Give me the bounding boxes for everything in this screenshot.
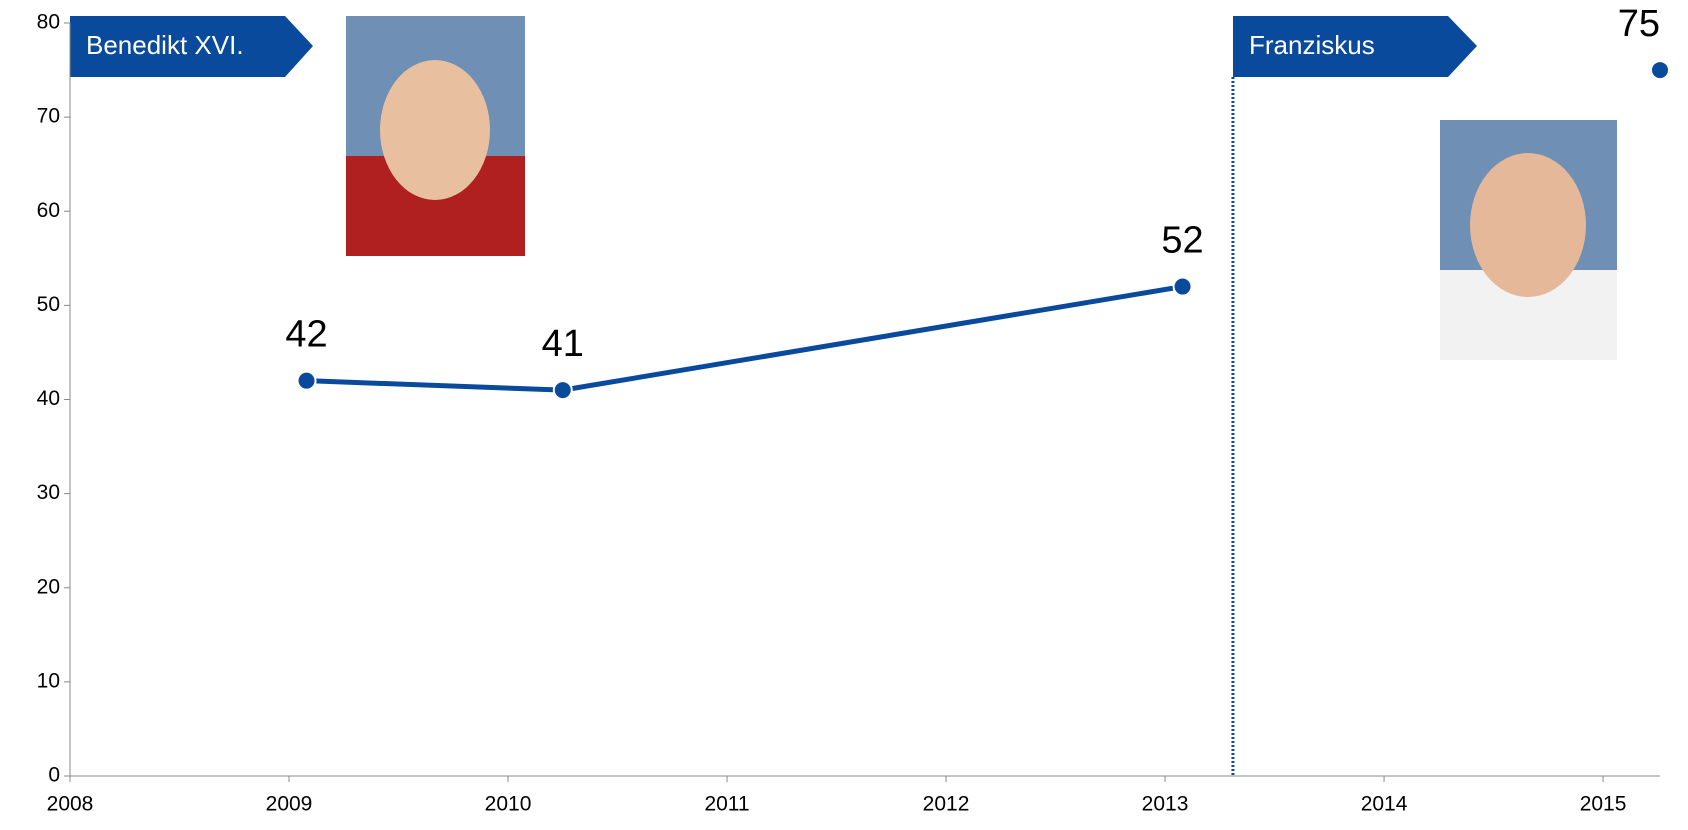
data-label: 75 — [1618, 3, 1660, 45]
annotation: Franziskus — [1249, 30, 1375, 60]
data-point — [1172, 276, 1193, 297]
banner — [1233, 16, 1477, 77]
x-tick-label: 2015 — [1580, 793, 1627, 816]
y-tick-label: 10 — [37, 669, 60, 692]
y-tick-label: 20 — [37, 575, 60, 598]
x-tick-label: 2008 — [47, 793, 94, 816]
x-tick-label: 2013 — [1142, 793, 1189, 816]
data-point — [552, 380, 573, 401]
data-label: 41 — [542, 323, 584, 365]
y-tick-label: 50 — [37, 293, 60, 316]
data-point — [1650, 60, 1670, 81]
y-tick-label: 80 — [37, 11, 60, 34]
x-tick-label: 2011 — [704, 793, 749, 816]
photo-benedikt-face — [380, 60, 490, 200]
data-point — [296, 370, 317, 391]
x-tick-label: 2010 — [485, 793, 532, 816]
photo-franziskus-face — [1470, 153, 1586, 297]
series-line — [306, 284, 1183, 393]
data-label: 52 — [1161, 220, 1203, 262]
banner — [70, 16, 313, 77]
x-tick-label: 2012 — [923, 793, 970, 816]
y-tick-label: 60 — [37, 199, 60, 222]
data-label: 42 — [285, 314, 327, 356]
y-tick-label: 70 — [37, 105, 60, 128]
x-tick-label: 2014 — [1361, 793, 1408, 816]
y-tick-label: 0 — [48, 764, 60, 787]
y-tick-label: 30 — [37, 481, 60, 504]
annotation: Benedikt XVI. — [86, 30, 244, 60]
x-tick-label: 2009 — [266, 793, 313, 816]
y-tick-label: 40 — [37, 387, 60, 410]
